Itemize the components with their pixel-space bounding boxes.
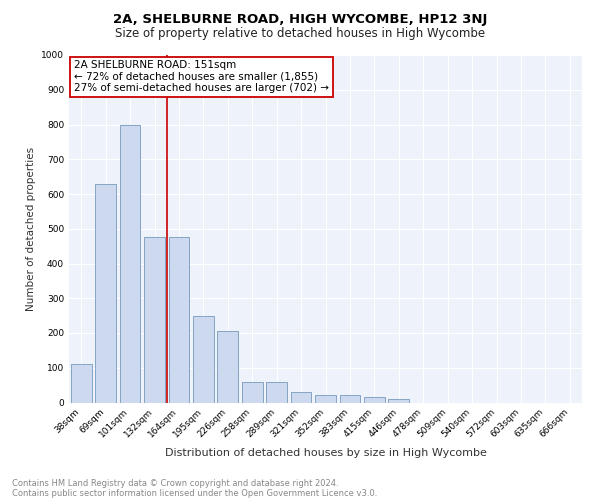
Text: 2A SHELBURNE ROAD: 151sqm
← 72% of detached houses are smaller (1,855)
27% of se: 2A SHELBURNE ROAD: 151sqm ← 72% of detac… (74, 60, 329, 94)
Bar (144, 238, 165, 402)
Text: 2A, SHELBURNE ROAD, HIGH WYCOMBE, HP12 3NJ: 2A, SHELBURNE ROAD, HIGH WYCOMBE, HP12 3… (113, 12, 487, 26)
Text: Size of property relative to detached houses in High Wycombe: Size of property relative to detached ho… (115, 28, 485, 40)
X-axis label: Distribution of detached houses by size in High Wycombe: Distribution of detached houses by size … (164, 448, 487, 458)
Bar (95, 184, 116, 402)
Y-axis label: Number of detached properties: Number of detached properties (26, 146, 35, 311)
Bar (388, 399, 409, 402)
Bar (290, 392, 311, 402)
Bar (364, 398, 385, 402)
Bar (266, 382, 287, 402)
Bar (193, 316, 214, 402)
Text: Contains HM Land Registry data © Crown copyright and database right 2024.: Contains HM Land Registry data © Crown c… (12, 478, 338, 488)
Bar (315, 395, 336, 402)
Bar (242, 382, 263, 402)
Bar (217, 332, 238, 402)
Bar (119, 124, 140, 402)
Bar (71, 364, 92, 403)
Text: Contains public sector information licensed under the Open Government Licence v3: Contains public sector information licen… (12, 488, 377, 498)
Bar (169, 238, 190, 402)
Bar (340, 395, 361, 402)
